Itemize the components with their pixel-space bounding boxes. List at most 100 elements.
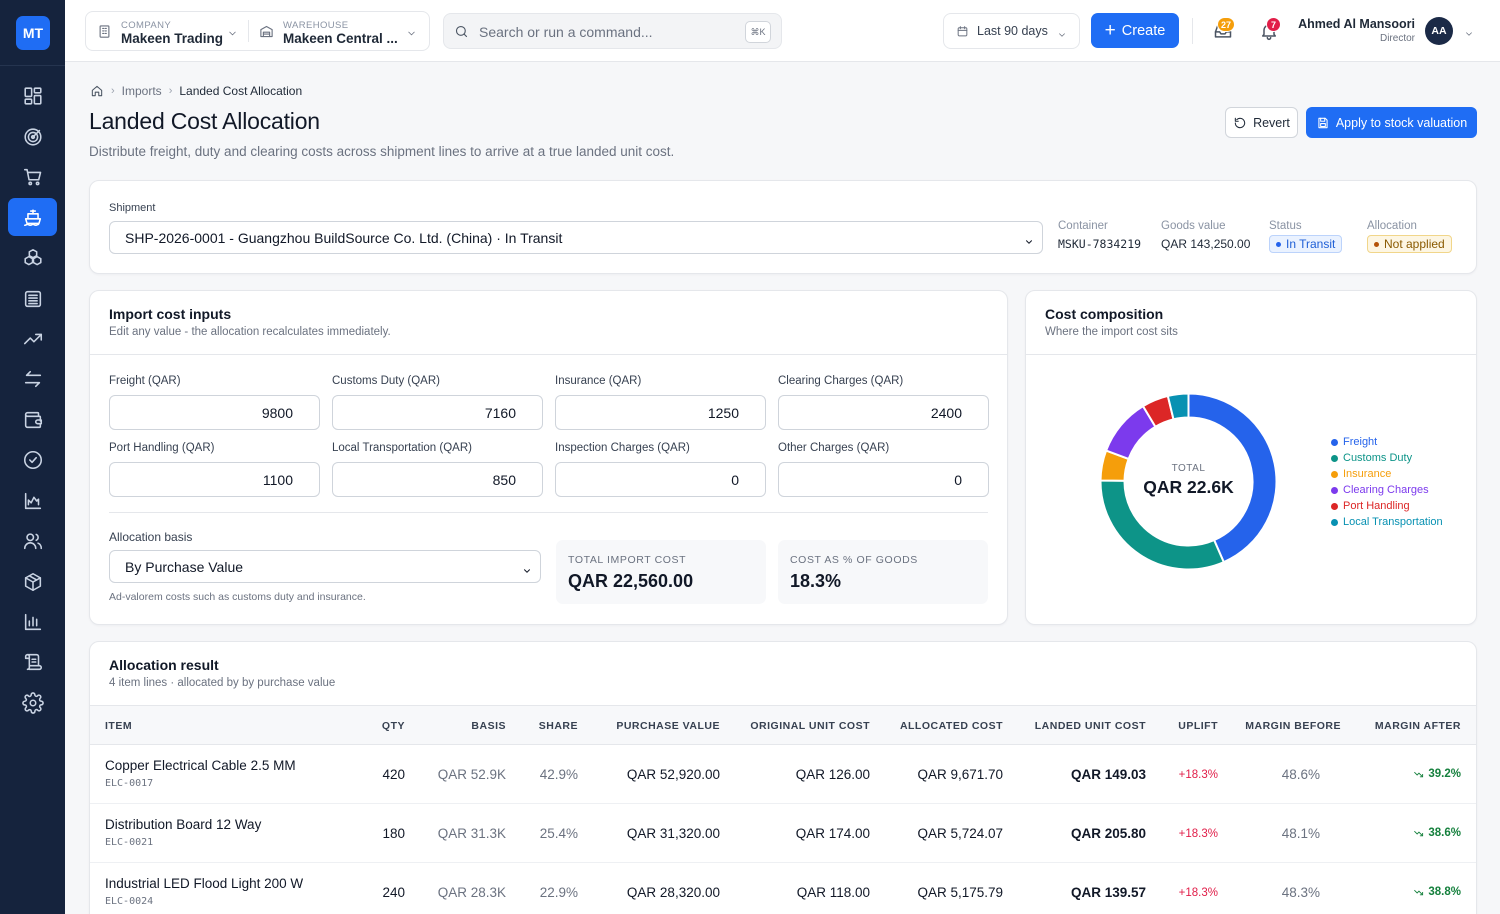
sidebar-item-sales-trends[interactable] bbox=[8, 320, 57, 358]
user-name: Ahmed Al Mansoori bbox=[1298, 17, 1415, 31]
donut-total-value: QAR 22.6K bbox=[1143, 477, 1234, 497]
allocation-label: Allocation bbox=[1367, 220, 1417, 232]
date-range-picker[interactable]: Last 90 days bbox=[943, 13, 1080, 49]
clearing-charges-input[interactable]: 2400 bbox=[778, 395, 989, 430]
sidebar-item-documents[interactable] bbox=[8, 643, 57, 681]
app-logo[interactable]: MT bbox=[16, 16, 50, 50]
chevron-down-icon[interactable] bbox=[1464, 26, 1474, 36]
table-row[interactable]: Distribution Board 12 Way ELC-0021 180 Q… bbox=[90, 804, 1476, 863]
col-purchase-value[interactable]: PURCHASE VALUE bbox=[616, 720, 720, 732]
breadcrumb-imports[interactable]: Imports bbox=[121, 84, 162, 98]
gear-icon bbox=[21, 692, 44, 714]
create-button[interactable]: + Create bbox=[1091, 13, 1179, 48]
shipment-selected-value: SHP-2026-0001 - Guangzhou BuildSource Co… bbox=[125, 230, 563, 246]
cell-uplift: +18.3% bbox=[1178, 828, 1218, 840]
sidebar-item-purchasing[interactable] bbox=[8, 158, 57, 196]
col-uplift[interactable]: UPLIFT bbox=[1178, 720, 1218, 732]
cell-allocated-cost: QAR 9,671.70 bbox=[917, 767, 1003, 782]
sidebar-item-ledger[interactable] bbox=[8, 280, 57, 318]
inspection-charges-value: 0 bbox=[731, 472, 739, 488]
sidebar-item-users[interactable] bbox=[8, 522, 57, 560]
cell-uplift: +18.3% bbox=[1178, 887, 1218, 899]
table-row[interactable]: Copper Electrical Cable 2.5 MM ELC-0017 … bbox=[90, 745, 1476, 804]
col-margin-after[interactable]: MARGIN AFTER bbox=[1374, 720, 1461, 732]
sidebar-item-transfers[interactable] bbox=[8, 360, 57, 398]
inspection-charges-label: Inspection Charges (QAR) bbox=[555, 442, 690, 454]
inspection-charges-input[interactable]: 0 bbox=[555, 462, 766, 497]
cost-donut-chart: TOTAL QAR 22.6K bbox=[1100, 393, 1277, 570]
sidebar-item-imports[interactable] bbox=[8, 198, 57, 236]
chevron-down-icon bbox=[227, 26, 238, 37]
cell-margin-after: 39.2% bbox=[1413, 768, 1461, 780]
local-transportation-label: Local Transportation (QAR) bbox=[332, 442, 472, 454]
command-search[interactable]: Search or run a command... ⌘K bbox=[443, 13, 782, 49]
allocation-text: Not applied bbox=[1384, 237, 1445, 251]
sidebar-item-settings[interactable] bbox=[8, 684, 57, 722]
col-margin-before[interactable]: MARGIN BEFORE bbox=[1245, 720, 1341, 732]
apply-to-stock-valuation-button[interactable]: Apply to stock valuation bbox=[1306, 107, 1477, 138]
trend-down-icon bbox=[1413, 887, 1424, 898]
sidebar-item-inventory[interactable] bbox=[8, 563, 57, 601]
legend-item-clearing-charges: Clearing Charges bbox=[1331, 482, 1443, 498]
inputs-subtitle: Edit any value - the allocation recalcul… bbox=[109, 326, 391, 338]
goods-value-meta: Goods value QAR 143,250.00 bbox=[1161, 220, 1250, 251]
avatar[interactable]: AA bbox=[1425, 17, 1453, 45]
composition-title: Cost composition bbox=[1045, 306, 1164, 322]
col-basis[interactable]: BASIS bbox=[471, 720, 506, 732]
sidebar-item-analytics[interactable] bbox=[8, 482, 57, 520]
area-chart-icon bbox=[24, 492, 41, 510]
insurance-input[interactable]: 1250 bbox=[555, 395, 766, 430]
allocation-basis-hint: Ad-valorem costs such as customs duty an… bbox=[109, 591, 366, 603]
sidebar-item-dashboard[interactable] bbox=[8, 77, 57, 115]
sidebar-item-approvals[interactable] bbox=[8, 441, 57, 479]
col-allocated-cost[interactable]: ALLOCATED COST bbox=[899, 720, 1003, 732]
cell-original-unit-cost: QAR 126.00 bbox=[795, 767, 870, 782]
freight-input[interactable]: 9800 bbox=[109, 395, 320, 430]
other-charges-input[interactable]: 0 bbox=[778, 462, 989, 497]
result-table-header: ITEM QTY BASIS SHARE PURCHASE VALUE ORIG… bbox=[90, 705, 1476, 745]
sidebar-item-reports[interactable] bbox=[8, 603, 57, 641]
col-share[interactable]: SHARE bbox=[538, 720, 578, 732]
calendar-icon bbox=[956, 25, 969, 38]
legend-swatch bbox=[1331, 470, 1338, 478]
building-icon bbox=[97, 24, 112, 39]
item-name: Industrial LED Flood Light 200 W bbox=[105, 876, 304, 891]
other-charges-label: Other Charges (QAR) bbox=[778, 442, 890, 454]
warehouse-selector[interactable]: WAREHOUSE Makeen Central ... bbox=[248, 12, 431, 50]
topbar-divider bbox=[1192, 18, 1193, 44]
container-label: Container bbox=[1058, 220, 1108, 232]
allocation-basis-select[interactable]: By Purchase Value bbox=[109, 550, 541, 583]
donut-slice-local-transportation[interactable] bbox=[1166, 393, 1190, 421]
trend-up-icon bbox=[23, 333, 42, 345]
sidebar-item-targets[interactable] bbox=[8, 118, 57, 156]
legend-label: Customs Duty bbox=[1343, 452, 1413, 464]
revert-button[interactable]: Revert bbox=[1225, 107, 1298, 138]
col-item[interactable]: ITEM bbox=[105, 720, 133, 732]
search-placeholder: Search or run a command... bbox=[479, 24, 653, 40]
freight-value: 9800 bbox=[261, 405, 293, 421]
col-landed-unit-cost[interactable]: LANDED UNIT COST bbox=[1034, 720, 1146, 732]
col-qty[interactable]: QTY bbox=[381, 720, 405, 732]
sidebar-item-wallet[interactable] bbox=[8, 401, 57, 439]
cell-margin-after: 38.6% bbox=[1413, 827, 1461, 839]
customs-duty-input[interactable]: 7160 bbox=[332, 395, 543, 430]
col-original-unit-cost[interactable]: ORIGINAL UNIT COST bbox=[750, 720, 870, 732]
legend-label: Port Handling bbox=[1343, 500, 1410, 512]
allocation-basis-value: By Purchase Value bbox=[125, 559, 244, 575]
local-transportation-input[interactable]: 850 bbox=[332, 462, 543, 497]
composition-subtitle: Where the import cost sits bbox=[1045, 326, 1178, 338]
legend-item-local-transportation: Local Transportation bbox=[1331, 514, 1443, 530]
sidebar-item-modules[interactable] bbox=[8, 239, 57, 277]
port-handling-input[interactable]: 1100 bbox=[109, 462, 320, 497]
shipment-select[interactable]: SHP-2026-0001 - Guangzhou BuildSource Co… bbox=[109, 221, 1043, 254]
donut-total-label: TOTAL bbox=[1172, 463, 1206, 474]
total-import-cost-value: QAR 22,560.00 bbox=[568, 571, 694, 591]
search-shortcut: ⌘K bbox=[745, 21, 771, 43]
cell-basis: QAR 28.3K bbox=[437, 885, 506, 900]
insurance-label: Insurance (QAR) bbox=[555, 375, 642, 387]
table-row[interactable]: Industrial LED Flood Light 200 W ELC-002… bbox=[90, 863, 1476, 914]
legend-item-port-handling: Port Handling bbox=[1331, 498, 1443, 514]
company-selector[interactable]: COMPANY Makeen Trading bbox=[86, 12, 248, 50]
legend-label: Clearing Charges bbox=[1343, 484, 1429, 496]
home-icon[interactable] bbox=[90, 84, 104, 98]
